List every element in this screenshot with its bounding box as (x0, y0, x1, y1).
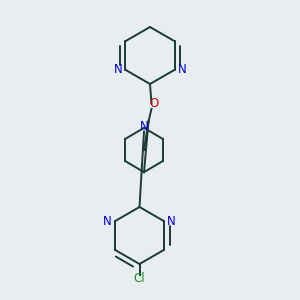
Text: N: N (178, 63, 187, 76)
Text: Cl: Cl (134, 272, 145, 285)
Text: N: N (140, 120, 148, 133)
Text: N: N (167, 215, 176, 228)
Text: N: N (103, 215, 112, 228)
Text: O: O (149, 97, 158, 110)
Text: N: N (113, 63, 122, 76)
